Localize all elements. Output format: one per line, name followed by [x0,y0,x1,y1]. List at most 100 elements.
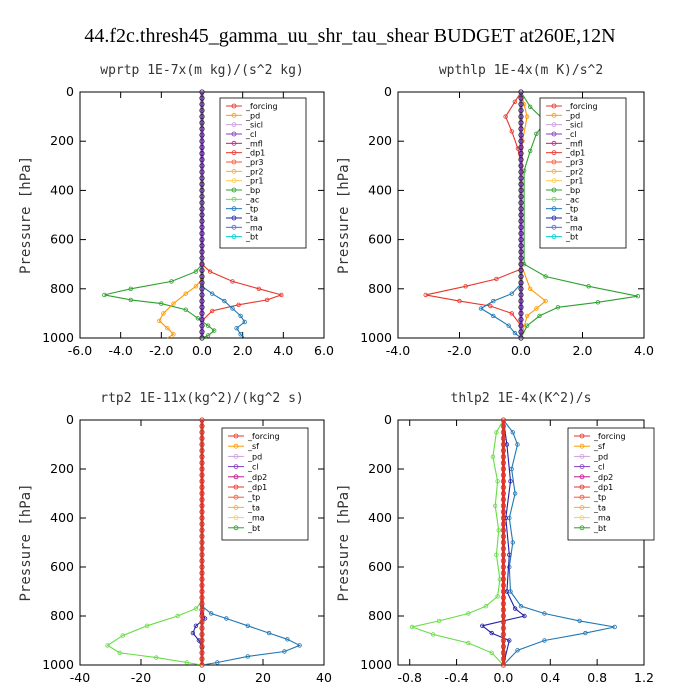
data-point [423,292,428,298]
chart-panel-4: thlp2 1E-4x(K^2)/s Pressure [hPa] -0.8 -0.4… [336,391,655,685]
y-tick-label: 200 [50,461,74,476]
legend-swatch-marker [551,215,557,221]
data-point [495,594,500,599]
zero-profile-marker [199,582,205,588]
zero-profile-marker [500,497,507,503]
legend-entry: _pd [565,111,580,120]
zero-profile-marker [518,212,524,218]
zero-profile-marker [199,503,205,509]
legend-entry: _tp [247,493,260,502]
y-tick-label: 0 [66,412,74,427]
data-point [595,300,601,305]
data-point [577,618,582,624]
legend-swatch-marker [579,474,585,480]
legend-entry: _tp [565,205,578,214]
data-point [266,630,272,636]
legend-swatch-marker [551,150,557,156]
zero-profile-marker [518,163,524,169]
legend-swatch-marker [579,484,585,490]
legend-entry: _mfl [245,139,263,148]
zero-profile-marker [199,533,205,539]
zero-profile-marker [518,230,524,237]
zero-profile-marker [500,503,507,509]
x-tick-label: -40 [70,670,90,685]
zero-profile-marker [500,576,507,582]
legend-entry: _dp1 [247,483,267,492]
legend-entry: _pr1 [245,177,263,186]
legend-entry: _pr3 [565,158,583,167]
x-tick-label: -0.4 [444,670,468,685]
zero-profile-marker [500,454,507,460]
data-point [528,104,533,109]
legend-entry: _sicl [565,121,583,130]
y-tick-label: 800 [50,281,74,296]
data-point [528,286,533,291]
zero-profile-marker [199,286,205,292]
zero-profile-marker [518,120,524,126]
chart-panel-2: wpthlp 1E-4x(m K)/s^2 Pressure [hPa] -4.0 -… [336,63,654,358]
zero-profile-marker [199,613,205,619]
data-point [528,148,533,154]
legend-swatch-marker [551,112,557,118]
zero-profile-marker [199,89,205,95]
zero-profile-marker [199,335,205,341]
zero-profile-marker [500,521,507,527]
zero-profile-marker [199,460,205,466]
data-point [222,298,227,304]
legend-swatch-marker [231,103,237,109]
data-point [509,291,514,296]
zero-profile-marker [199,588,205,595]
legend-entry: _ta [593,503,606,512]
data-point [543,274,548,279]
data-point [515,648,520,653]
zero-profile-marker [518,89,524,95]
legend-swatch-marker [231,150,237,156]
zero-profile-marker [199,558,205,564]
data-point [183,307,188,312]
legend-entry: _pd [593,452,608,461]
zero-profile-marker [518,267,524,273]
data-point [586,284,591,289]
x-tick-label: 4.0 [634,343,654,358]
y-tick-label: 1000 [360,657,392,672]
legend-swatch-marker [231,206,237,212]
x-tick-label: -20 [131,670,151,685]
zero-profile-marker [199,224,205,230]
zero-profile-marker [518,175,524,181]
legend-entry: _dp1 [565,149,585,158]
y-tick-label: 400 [368,510,392,525]
zero-profile-marker [199,576,205,582]
data-point [543,298,548,304]
data-point [488,303,493,309]
zero-profile-marker [199,329,205,335]
data-point [524,114,530,119]
zero-profile-marker [199,441,205,448]
data-point [183,291,188,296]
y-tick-label: 0 [384,84,392,99]
data-point [245,654,250,659]
zero-profile-marker [199,255,205,261]
zero-profile-marker [500,656,507,662]
y-tick-label: 600 [368,232,392,247]
legend-swatch-marker [231,168,237,174]
legend-entry: _tp [245,205,258,214]
zero-profile-marker [500,509,507,515]
legend-swatch-marker [579,504,585,510]
data-point [555,305,561,310]
zero-profile-marker [199,114,205,120]
series-line-bp [104,92,216,339]
legend-swatch-marker [579,525,585,531]
data-point [230,306,235,311]
zero-profile-marker [199,193,205,200]
zero-profile-marker [199,132,205,138]
legend-entry: _cl [247,463,259,472]
data-point [466,611,471,616]
zero-profile-marker [500,423,507,429]
zero-profile-marker [199,429,205,435]
zero-profile-marker [199,169,205,175]
data-point [510,540,515,545]
zero-profile-marker [199,316,205,323]
zero-profile-marker [500,570,507,576]
y-axis-label: Pressure [hPa] [336,156,352,274]
data-point [159,301,164,306]
